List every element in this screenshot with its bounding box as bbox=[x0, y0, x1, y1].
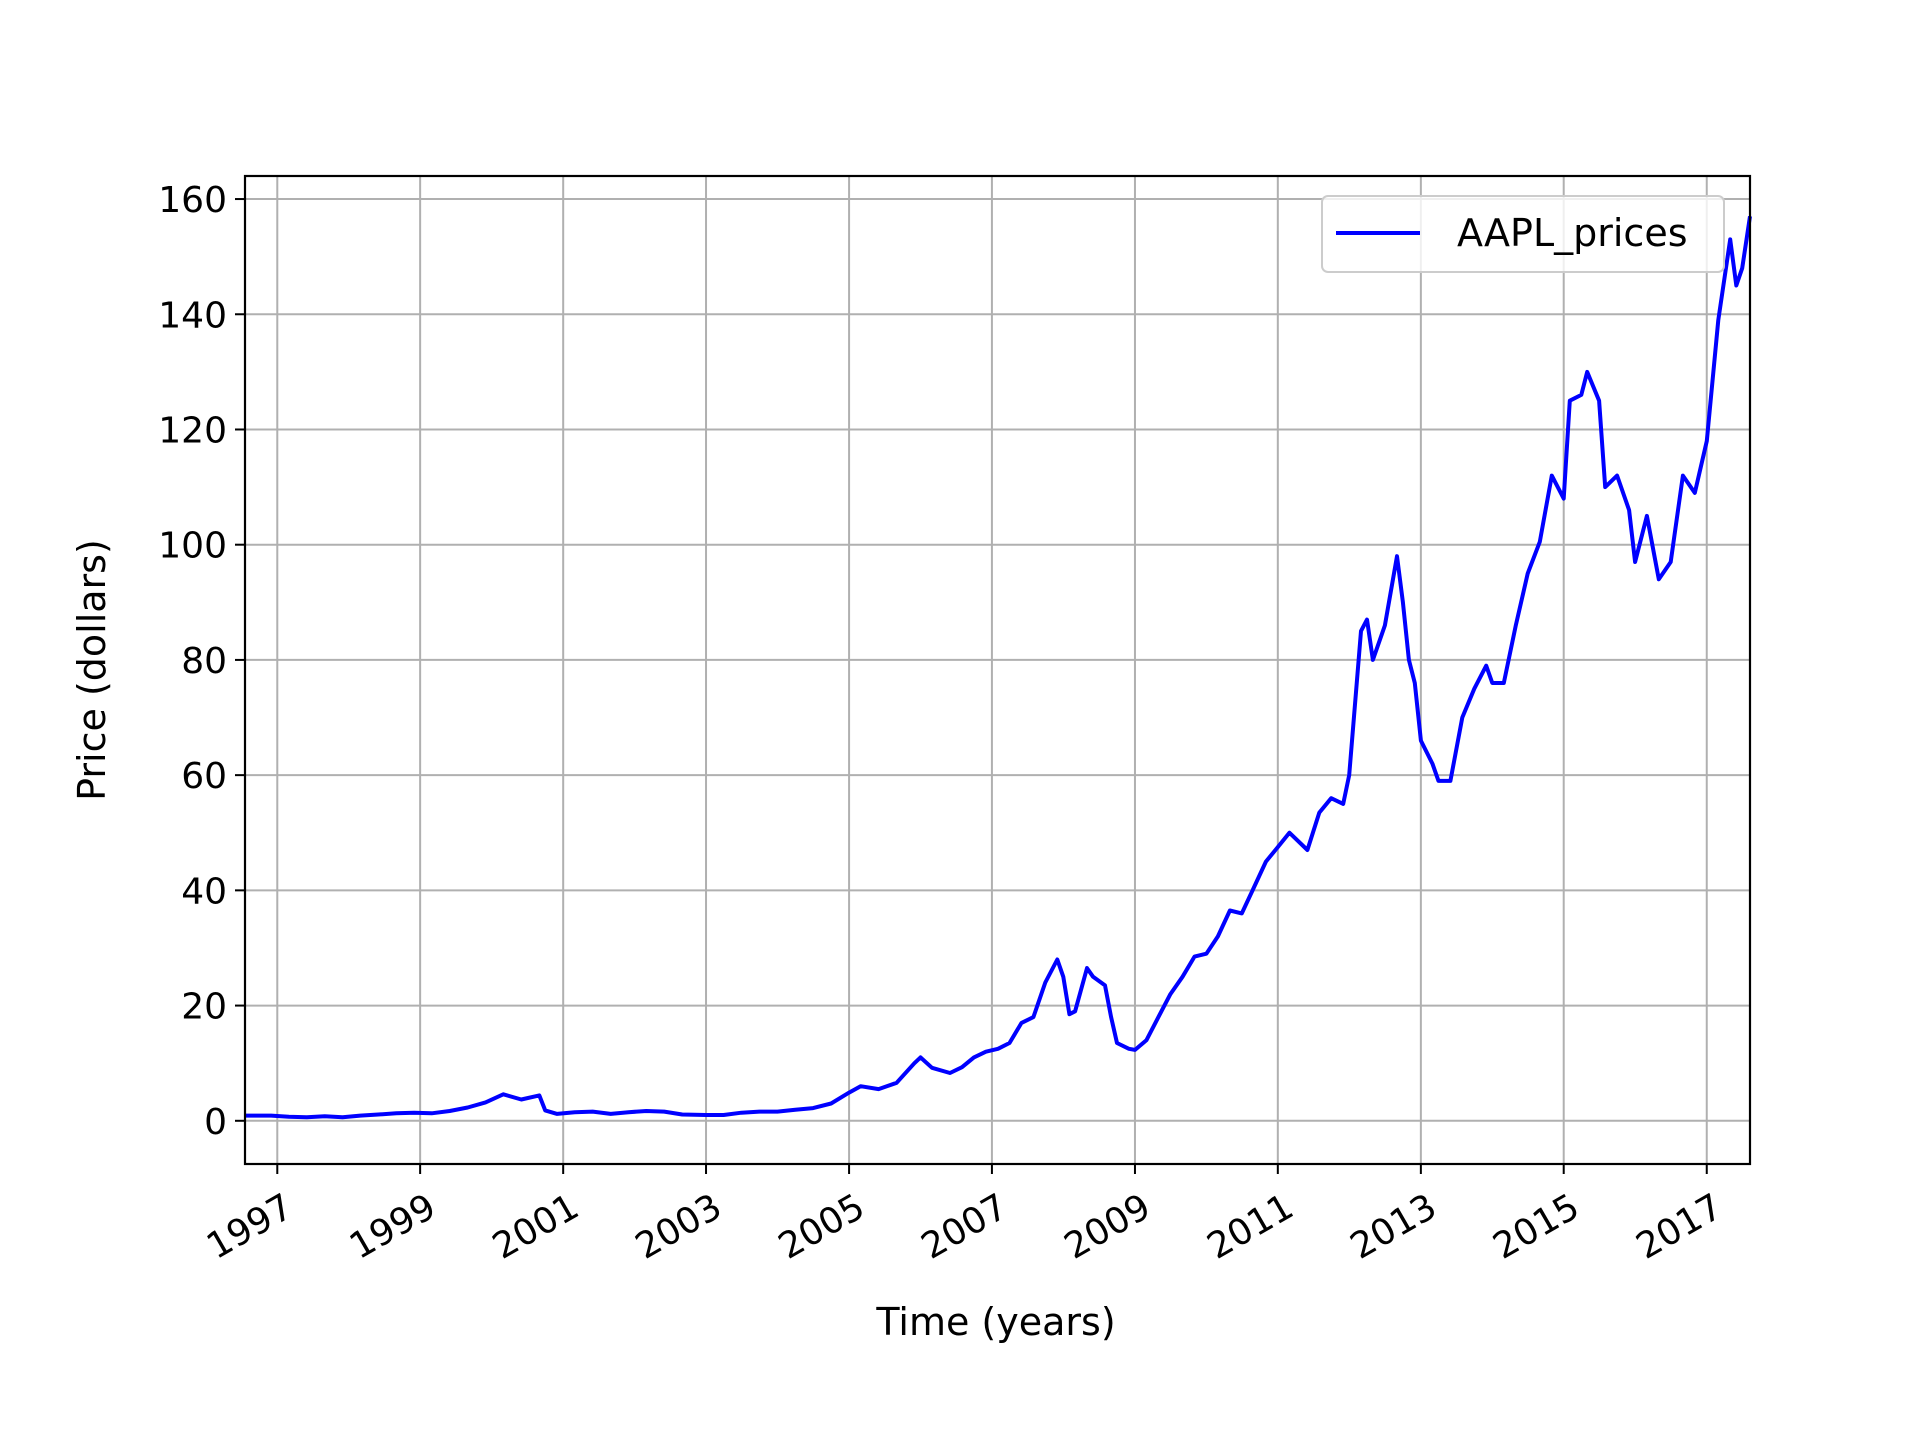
legend: AAPL_prices bbox=[1321, 195, 1725, 273]
y-tick-label: 140 bbox=[158, 295, 227, 336]
y-tick-label: 20 bbox=[181, 987, 227, 1028]
plot-frame bbox=[243, 174, 1752, 1166]
y-tick-label: 160 bbox=[158, 180, 227, 221]
y-tick-label: 80 bbox=[181, 641, 227, 682]
y-axis-label: Price (dollars) bbox=[70, 539, 114, 801]
y-tick-label: 60 bbox=[181, 756, 227, 797]
series-layer bbox=[245, 216, 1752, 1120]
y-tick-label: 40 bbox=[181, 871, 227, 912]
aapl-price-line bbox=[245, 216, 1752, 1120]
y-tick-label: 100 bbox=[158, 526, 227, 567]
y-tick-label: 120 bbox=[158, 410, 227, 451]
y-tick-label: 0 bbox=[204, 1102, 227, 1143]
x-axis-label: Time (years) bbox=[875, 1300, 1115, 1344]
legend-label: AAPL_prices bbox=[1457, 211, 1688, 255]
legend-box bbox=[1321, 195, 1725, 273]
